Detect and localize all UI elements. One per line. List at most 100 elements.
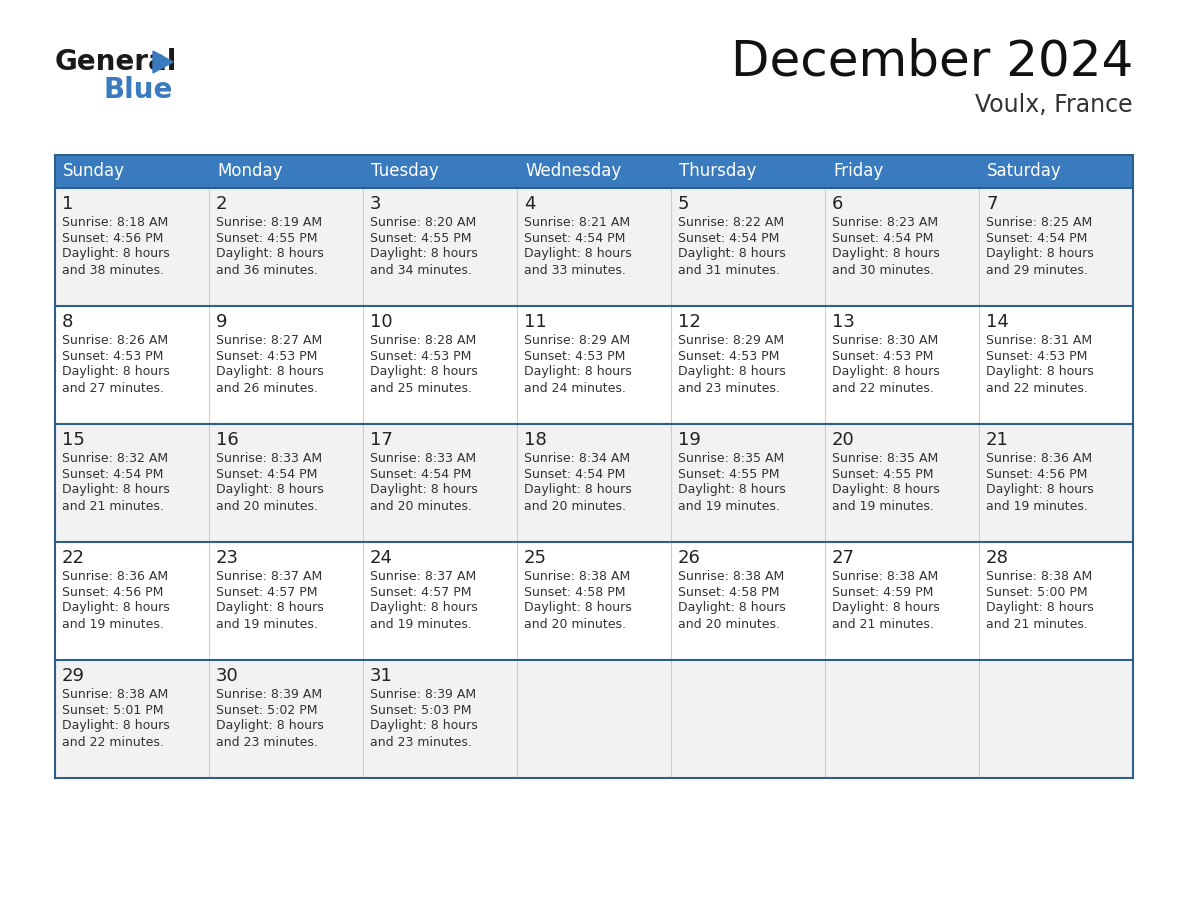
Text: Sunrise: 8:39 AM: Sunrise: 8:39 AM (216, 688, 322, 700)
Bar (55, 306, 1133, 424)
Text: Sunrise: 8:36 AM: Sunrise: 8:36 AM (986, 452, 1092, 465)
Text: 6: 6 (832, 195, 843, 213)
Text: and 19 minutes.: and 19 minutes. (986, 499, 1088, 512)
Text: and 30 minutes.: and 30 minutes. (832, 263, 934, 276)
Text: 23: 23 (216, 549, 239, 567)
Text: Daylight: 8 hours: Daylight: 8 hours (369, 720, 478, 733)
Text: Friday: Friday (833, 162, 883, 181)
Text: 7: 7 (986, 195, 998, 213)
Text: and 27 minutes.: and 27 minutes. (62, 382, 164, 395)
Text: Sunrise: 8:36 AM: Sunrise: 8:36 AM (62, 569, 169, 583)
Text: and 20 minutes.: and 20 minutes. (216, 499, 318, 512)
Text: Daylight: 8 hours: Daylight: 8 hours (678, 248, 785, 261)
Text: Daylight: 8 hours: Daylight: 8 hours (216, 720, 324, 733)
Text: 24: 24 (369, 549, 393, 567)
Text: Blue: Blue (103, 76, 172, 104)
Text: Sunday: Sunday (63, 162, 125, 181)
Text: Sunrise: 8:35 AM: Sunrise: 8:35 AM (832, 452, 939, 465)
Text: Sunrise: 8:37 AM: Sunrise: 8:37 AM (369, 569, 476, 583)
Text: Daylight: 8 hours: Daylight: 8 hours (216, 601, 324, 614)
Text: and 22 minutes.: and 22 minutes. (986, 382, 1088, 395)
Text: Sunrise: 8:22 AM: Sunrise: 8:22 AM (678, 216, 784, 229)
Text: 19: 19 (678, 431, 701, 449)
Text: Daylight: 8 hours: Daylight: 8 hours (369, 248, 478, 261)
Text: 14: 14 (986, 313, 1009, 331)
Text: and 36 minutes.: and 36 minutes. (216, 263, 318, 276)
Text: 30: 30 (216, 667, 239, 685)
Bar (55, 155, 1133, 188)
Text: Sunrise: 8:29 AM: Sunrise: 8:29 AM (678, 333, 784, 346)
Text: 10: 10 (369, 313, 392, 331)
Text: Sunrise: 8:39 AM: Sunrise: 8:39 AM (369, 688, 476, 700)
Text: Sunset: 4:54 PM: Sunset: 4:54 PM (832, 231, 934, 244)
Text: Daylight: 8 hours: Daylight: 8 hours (986, 365, 1094, 378)
Text: Sunrise: 8:38 AM: Sunrise: 8:38 AM (678, 569, 784, 583)
Text: Daylight: 8 hours: Daylight: 8 hours (832, 365, 940, 378)
Text: 16: 16 (216, 431, 239, 449)
Text: 22: 22 (62, 549, 86, 567)
Text: and 25 minutes.: and 25 minutes. (369, 382, 472, 395)
Text: Thursday: Thursday (680, 162, 757, 181)
Text: Sunrise: 8:38 AM: Sunrise: 8:38 AM (832, 569, 939, 583)
Text: 5: 5 (678, 195, 689, 213)
Text: and 20 minutes.: and 20 minutes. (524, 618, 626, 631)
Text: and 33 minutes.: and 33 minutes. (524, 263, 626, 276)
Text: and 19 minutes.: and 19 minutes. (62, 618, 164, 631)
Text: 2: 2 (216, 195, 227, 213)
Text: 8: 8 (62, 313, 74, 331)
Text: 13: 13 (832, 313, 855, 331)
Text: Daylight: 8 hours: Daylight: 8 hours (832, 248, 940, 261)
Text: and 31 minutes.: and 31 minutes. (678, 263, 779, 276)
Text: and 19 minutes.: and 19 minutes. (216, 618, 318, 631)
Text: Daylight: 8 hours: Daylight: 8 hours (216, 484, 324, 497)
Text: Daylight: 8 hours: Daylight: 8 hours (62, 720, 170, 733)
Text: Sunset: 5:03 PM: Sunset: 5:03 PM (369, 703, 472, 717)
Text: Sunset: 4:54 PM: Sunset: 4:54 PM (62, 467, 164, 480)
Text: and 20 minutes.: and 20 minutes. (369, 499, 472, 512)
Text: December 2024: December 2024 (731, 38, 1133, 86)
Text: 20: 20 (832, 431, 854, 449)
Text: Sunrise: 8:38 AM: Sunrise: 8:38 AM (524, 569, 631, 583)
Text: Sunset: 4:57 PM: Sunset: 4:57 PM (369, 586, 472, 599)
Text: 15: 15 (62, 431, 84, 449)
Text: and 29 minutes.: and 29 minutes. (986, 263, 1088, 276)
Text: Sunset: 4:54 PM: Sunset: 4:54 PM (986, 231, 1087, 244)
Text: Sunset: 4:54 PM: Sunset: 4:54 PM (369, 467, 472, 480)
Text: Sunset: 4:56 PM: Sunset: 4:56 PM (62, 231, 164, 244)
Text: Daylight: 8 hours: Daylight: 8 hours (678, 601, 785, 614)
Text: Sunset: 4:54 PM: Sunset: 4:54 PM (678, 231, 779, 244)
Text: Daylight: 8 hours: Daylight: 8 hours (678, 365, 785, 378)
Text: Daylight: 8 hours: Daylight: 8 hours (62, 248, 170, 261)
Text: Daylight: 8 hours: Daylight: 8 hours (216, 365, 324, 378)
Text: Sunset: 4:56 PM: Sunset: 4:56 PM (986, 467, 1087, 480)
Text: 1: 1 (62, 195, 74, 213)
Bar (55, 424, 1133, 542)
Text: and 23 minutes.: and 23 minutes. (678, 382, 779, 395)
Text: and 21 minutes.: and 21 minutes. (832, 618, 934, 631)
Text: Daylight: 8 hours: Daylight: 8 hours (524, 248, 632, 261)
Text: Saturday: Saturday (987, 162, 1062, 181)
Text: 26: 26 (678, 549, 701, 567)
Text: Daylight: 8 hours: Daylight: 8 hours (62, 601, 170, 614)
Text: Sunset: 4:57 PM: Sunset: 4:57 PM (216, 586, 317, 599)
Text: Daylight: 8 hours: Daylight: 8 hours (216, 248, 324, 261)
Text: Sunset: 4:55 PM: Sunset: 4:55 PM (678, 467, 779, 480)
Text: Sunrise: 8:28 AM: Sunrise: 8:28 AM (369, 333, 476, 346)
Text: and 23 minutes.: and 23 minutes. (369, 735, 472, 748)
Text: Sunrise: 8:30 AM: Sunrise: 8:30 AM (832, 333, 939, 346)
Text: and 21 minutes.: and 21 minutes. (62, 499, 164, 512)
Text: 11: 11 (524, 313, 546, 331)
Text: and 34 minutes.: and 34 minutes. (369, 263, 472, 276)
Text: Sunset: 4:59 PM: Sunset: 4:59 PM (832, 586, 934, 599)
Text: Sunset: 5:01 PM: Sunset: 5:01 PM (62, 703, 164, 717)
Text: Voulx, France: Voulx, France (975, 93, 1133, 117)
Text: Daylight: 8 hours: Daylight: 8 hours (524, 484, 632, 497)
Text: Sunset: 4:54 PM: Sunset: 4:54 PM (524, 231, 625, 244)
Text: Daylight: 8 hours: Daylight: 8 hours (832, 484, 940, 497)
Text: Sunrise: 8:38 AM: Sunrise: 8:38 AM (62, 688, 169, 700)
Text: Sunrise: 8:33 AM: Sunrise: 8:33 AM (369, 452, 476, 465)
Text: Daylight: 8 hours: Daylight: 8 hours (986, 484, 1094, 497)
Text: Sunset: 4:55 PM: Sunset: 4:55 PM (832, 467, 934, 480)
Text: Sunrise: 8:32 AM: Sunrise: 8:32 AM (62, 452, 169, 465)
Text: and 20 minutes.: and 20 minutes. (524, 499, 626, 512)
